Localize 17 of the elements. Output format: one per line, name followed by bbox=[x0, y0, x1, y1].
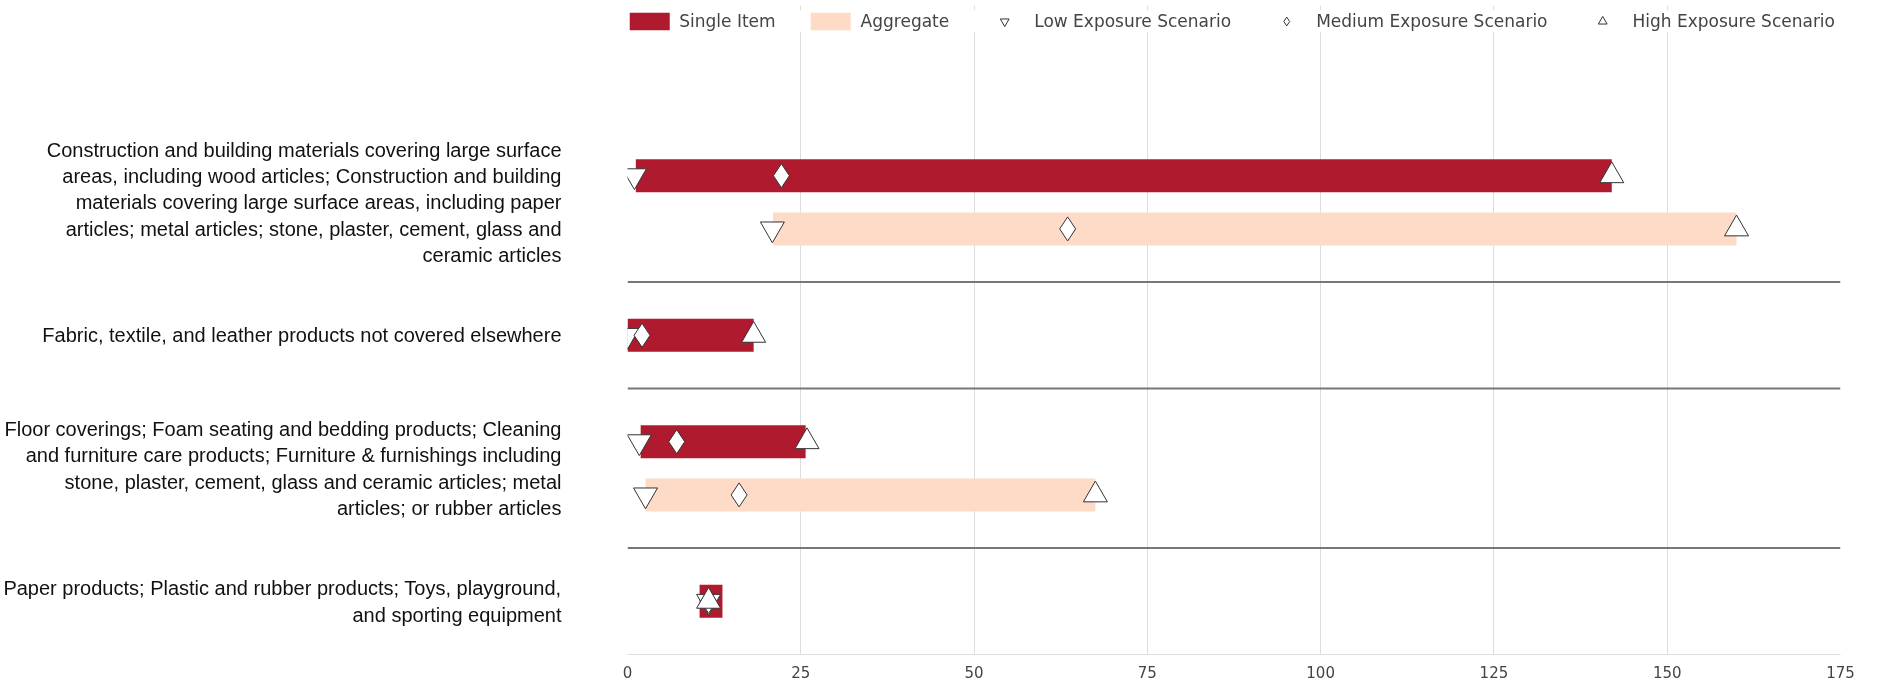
x-tick-label: 150 bbox=[1652, 663, 1682, 682]
y-tick-label: Construction and building materials covering large surface areas, including wood articles; Construction and building materials covering large surface areas, including paper articles; metal articles; stone, plaster, cement, glass and ceramic articles bbox=[46, 138, 562, 267]
x-tick-label: 75 bbox=[1137, 663, 1157, 682]
x-tick-label: 25 bbox=[791, 663, 811, 682]
legend-label: Single Item bbox=[679, 11, 776, 31]
x-tick-label: 50 bbox=[964, 663, 984, 682]
legend-label: Medium Exposure Scenario bbox=[1316, 11, 1548, 31]
y-tick-label: Floor coverings; Foam seating and bedding products; Cleaning and furniture care products; Furniture & furnishings including stone, plaster, cement, glass and ceramic articles; metal articles; or rubber articles bbox=[4, 417, 562, 519]
legend-label: High Exposure Scenario bbox=[1632, 11, 1835, 31]
legend-label: Aggregate bbox=[860, 11, 950, 31]
y-tick-label: Fabric, textile, and leather products not covered elsewhere bbox=[42, 324, 562, 347]
x-tick-label: 0 bbox=[622, 663, 633, 682]
x-tick-label: 100 bbox=[1306, 663, 1335, 682]
x-tick-label: 175 bbox=[1826, 663, 1855, 682]
y-tick-label: Paper products; Plastic and rubber products; Toys, playground, and sporting equipment bbox=[3, 577, 562, 626]
legend-label: Low Exposure Scenario bbox=[1034, 11, 1232, 31]
x-tick-label: 125 bbox=[1479, 663, 1509, 682]
